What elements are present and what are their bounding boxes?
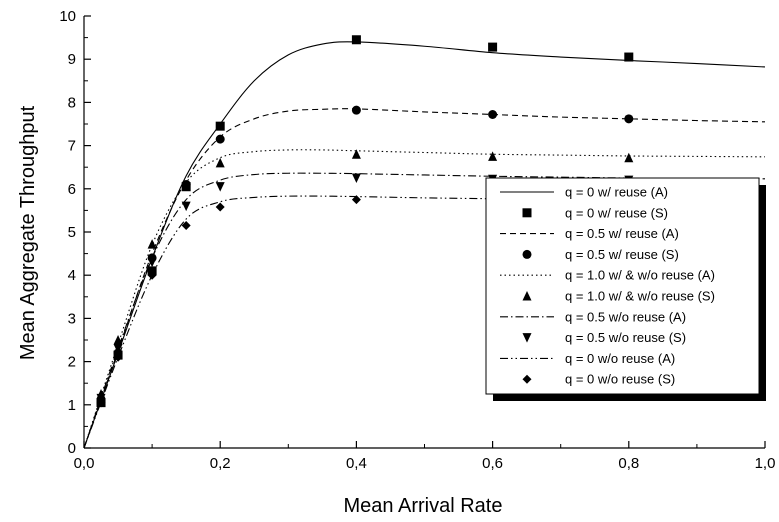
data-point [113,352,123,362]
legend-label: q = 0 w/o reuse (A) [565,351,675,366]
y-tick-label: 5 [68,224,76,241]
legend-label: q = 0.5 w/ reuse (S) [565,247,679,262]
x-tick-label: 0,0 [74,455,95,472]
data-point [624,152,634,163]
legend-item: q = 0.5 w/o reuse (A) [500,309,686,324]
x-tick-label: 0,6 [482,455,503,472]
data-point [624,52,634,62]
y-tick-label: 7 [68,138,76,155]
legend-marker-swatch [522,291,532,301]
axes: 0,0 0,2 0,4 0,6 0,8 1,0 0 1 2 3 4 5 6 7 8 9 10 [59,8,775,472]
data-point [351,35,361,45]
x-tick-label: 0,8 [618,455,639,472]
legend-item: q = 1.0 w/ & w/o reuse (A) [500,268,715,283]
y-tick-label: 3 [68,310,76,327]
legend-marker-swatch [522,249,532,259]
x-tick-label: 0,2 [210,455,231,472]
y-tick-label: 8 [68,94,76,111]
legend-label: q = 0.5 w/ reuse (A) [565,226,679,241]
data-point [147,239,157,249]
y-tick-label: 6 [68,181,76,198]
legend-marker-swatch [522,374,532,384]
legend-label: q = 1.0 w/ & w/o reuse (A) [565,268,715,283]
y-tick-label: 2 [68,354,76,371]
data-point [181,201,191,212]
legend-item: q = 0 w/o reuse (A) [500,351,675,366]
data-point [113,344,123,354]
data-point [215,134,225,144]
data-point [351,173,361,183]
x-tick-label: 1,0 [755,455,776,472]
data-point [351,149,361,159]
legend-item: q = 0 w/ reuse (A) [500,185,668,200]
legend: q = 0 w/ reuse (A) q = 0 w/ reuse (S) q = … [485,177,766,401]
data-point [624,114,634,124]
legend-marker-swatch [522,208,532,218]
y-tick-label: 9 [68,51,76,68]
y-tick-label: 1 [68,397,76,414]
legend-label: q = 0.5 w/o reuse (A) [565,309,686,324]
legend-item: q = 0.5 w/o reuse (S) [522,330,686,345]
legend-label: q = 0 w/ reuse (A) [565,185,668,200]
y-tick-label: 10 [59,8,76,25]
data-point [488,109,498,119]
data-point [215,157,225,168]
legend-item: q = 0.5 w/ reuse (A) [500,226,679,241]
data-point [96,398,106,408]
data-point [488,42,498,52]
legend-item: q = 0.5 w/ reuse (S) [522,247,679,262]
data-point [147,257,157,268]
data-point [351,195,361,205]
data-point [181,181,191,192]
legend-label: q = 0 w/o reuse (S) [565,372,675,387]
x-tick-label: 0,4 [346,455,367,472]
x-axis-title: Mean Arrival Rate [344,495,503,517]
y-axis-title: Mean Aggregate Throughput [17,105,39,360]
y-tick-label: 4 [68,267,76,284]
legend-item: q = 0 w/o reuse (S) [522,372,675,387]
y-tick-label: 0 [68,440,76,457]
data-point [181,221,191,231]
legend-marker-swatch [522,333,532,343]
data-point [215,182,225,192]
data-point [147,270,157,280]
legend-item: q = 0 w/ reuse (S) [522,205,668,220]
legend-label: q = 0.5 w/o reuse (S) [565,330,686,345]
data-point [215,121,225,131]
legend-label: q = 1.0 w/ & w/o reuse (S) [565,289,715,304]
legend-label: q = 0 w/ reuse (S) [565,205,668,220]
legend-item: q = 1.0 w/ & w/o reuse (S) [522,289,715,304]
data-point [351,105,361,115]
data-point [215,202,225,212]
data-point [488,151,498,161]
